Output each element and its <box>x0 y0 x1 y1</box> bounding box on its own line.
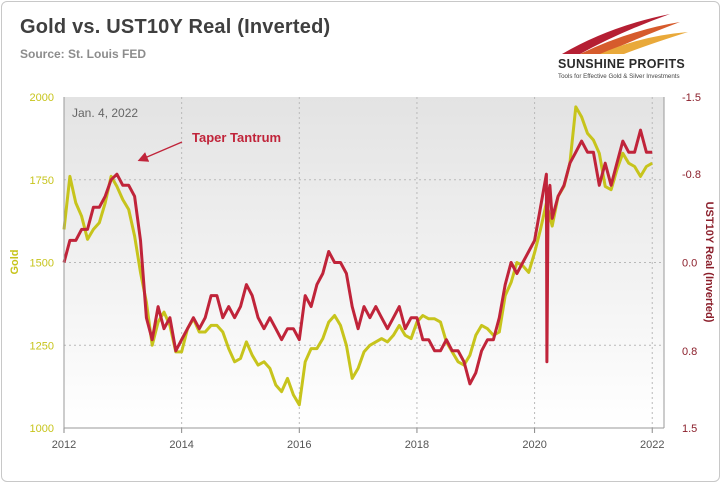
x-tick-label: 2018 <box>405 439 429 451</box>
axes: 1000 1250 1500 1750 2000 1.5 0.8 0.0 -0.8 -1.5 201… <box>9 92 715 451</box>
series-line-ust10y-real <box>62 128 653 386</box>
taper-tantrum-arrow <box>137 141 183 162</box>
y-right-tick-label: 0.8 <box>682 346 697 358</box>
chart-subtitle: Source: St. Louis FED <box>20 47 147 61</box>
sun-swoosh-icon <box>562 14 688 54</box>
series-layer <box>62 105 653 407</box>
y-right-tick-label: 0.0 <box>682 258 697 270</box>
y-left-tick-label: 2000 <box>30 92 54 104</box>
chart-title: Gold vs. UST10Y Real (Inverted) <box>20 16 331 38</box>
grid-lines <box>64 97 664 428</box>
y-left-tick-label: 1750 <box>30 175 54 187</box>
date-label: Jan. 4, 2022 <box>72 106 138 120</box>
brand-tagline: Tools for Effective Gold & Silver Invest… <box>558 73 680 80</box>
x-tick-label: 2020 <box>522 439 546 451</box>
y-left-tick-label: 1250 <box>30 340 54 352</box>
x-tick-label: 2022 <box>640 439 664 451</box>
y-left-tick-label: 1000 <box>30 423 54 435</box>
taper-tantrum-label: Taper Tantrum <box>192 130 281 145</box>
brand-logo: SUNSHINE PROFITS Tools for Effective Gol… <box>540 10 715 80</box>
x-tick-label: 2012 <box>52 439 76 451</box>
y-right-tick-label: -0.8 <box>682 169 701 181</box>
brand-name: SUNSHINE PROFITS <box>558 57 686 71</box>
y-right-axis-title: UST10Y Real (Inverted) <box>703 202 715 323</box>
y-right-tick-label: 1.5 <box>682 423 697 435</box>
y-left-axis-title: Gold <box>9 249 21 274</box>
x-tick-label: 2016 <box>287 439 311 451</box>
y-right-tick-label: -1.5 <box>682 92 701 104</box>
y-left-tick-label: 1500 <box>30 258 54 270</box>
x-tick-label: 2014 <box>169 439 193 451</box>
